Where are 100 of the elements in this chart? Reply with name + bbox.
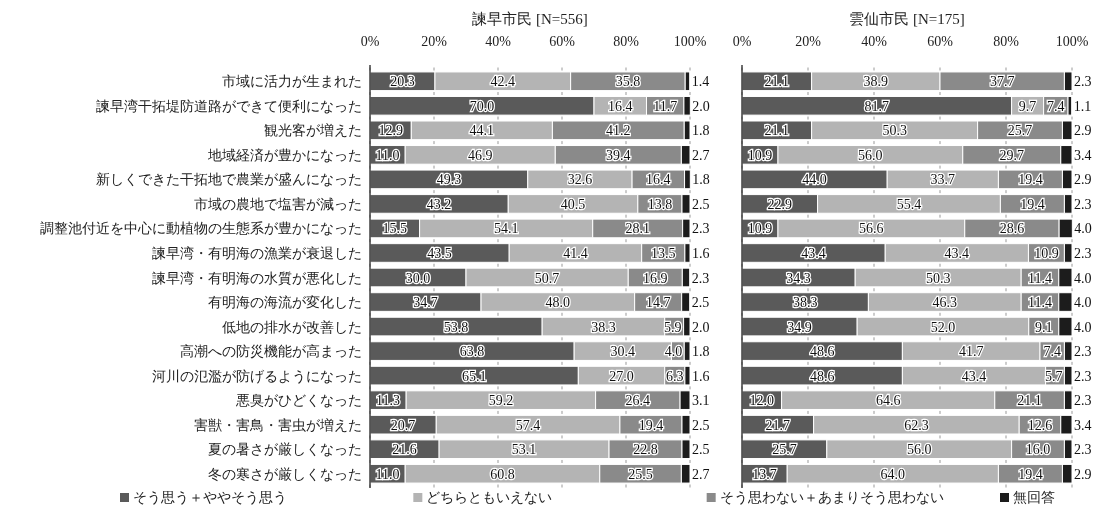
data-label: 19.4 <box>1020 196 1045 212</box>
data-label: 54.1 <box>493 221 519 237</box>
data-label: 33.7 <box>930 172 956 188</box>
data-label: 60.8 <box>490 466 515 482</box>
data-label: 7.4 <box>1043 344 1061 360</box>
data-label: 41.4 <box>563 245 588 261</box>
data-label: 19.4 <box>638 417 664 433</box>
data-label: 28.6 <box>999 221 1025 237</box>
data-label: 64.6 <box>875 393 901 409</box>
data-label: 50.3 <box>925 270 951 286</box>
series-label: どちらともいえない <box>426 490 553 505</box>
data-label: 34.7 <box>413 295 438 311</box>
data-label: 21.6 <box>392 442 417 458</box>
legend-label: そう思う＋ややそう思う <box>133 490 287 505</box>
data-label: 11.4 <box>1028 270 1052 286</box>
data-label: 19.4 <box>1018 172 1043 188</box>
data-label: 16.0 <box>1025 442 1051 458</box>
data-label: 40.5 <box>560 196 586 212</box>
y-tick-label: 高潮への防災機能が高まった <box>180 344 362 360</box>
data-label: 35.8 <box>615 74 641 90</box>
data-label: 32.6 <box>567 172 593 188</box>
data-label: 56.0 <box>858 147 883 163</box>
data-label: 13.8 <box>647 196 673 212</box>
data-label: 25.7 <box>772 442 797 458</box>
data-label: 10.9 <box>1034 245 1059 261</box>
data-label: 20.3 <box>390 74 415 90</box>
data-label: 25.5 <box>628 466 653 482</box>
data-label: 70.0 <box>469 98 495 114</box>
data-label: 21.1 <box>1017 393 1042 409</box>
data-label: 38.3 <box>591 319 616 335</box>
data-label: 13.5 <box>651 245 676 261</box>
chart-title: 雲仙市民 [N=175] <box>849 11 965 27</box>
data-label: 38.3 <box>792 295 818 311</box>
x-tick-label: 60% <box>927 34 954 49</box>
data-label: 43.4 <box>961 368 987 384</box>
data-label: 53.8 <box>443 319 469 335</box>
data-label: 4.0 <box>1074 319 1092 335</box>
data-label: 26.4 <box>625 393 651 409</box>
data-label: 2.5 <box>691 295 710 311</box>
data-label: 13.7 <box>752 466 777 482</box>
data-label: 20.7 <box>390 417 416 433</box>
x-tick-label: 100% <box>673 34 707 49</box>
x-tick-label: 40% <box>485 34 512 49</box>
x-tick-label: 40% <box>861 34 888 49</box>
data-label: 1.8 <box>692 172 710 188</box>
y-tick-label: 調整池付近を中心に動植物の生態系が豊かになった <box>40 221 362 237</box>
data-label: 2.7 <box>692 466 710 482</box>
data-label: 2.9 <box>1074 123 1092 139</box>
data-label: 1.6 <box>692 245 710 261</box>
data-label: 41.7 <box>958 344 984 360</box>
data-label: 16.4 <box>607 98 633 114</box>
data-label: 15.5 <box>382 221 408 237</box>
data-label: 21.7 <box>765 417 791 433</box>
data-label: 3.4 <box>1074 147 1092 163</box>
data-label: 44.0 <box>802 172 827 188</box>
data-label: 11.7 <box>653 98 678 114</box>
data-label: 2.3 <box>691 270 710 286</box>
data-label: 48.0 <box>545 295 571 311</box>
data-label: 25.7 <box>1007 123 1033 139</box>
data-label: 34.9 <box>787 319 812 335</box>
data-label: 53.1 <box>511 442 537 458</box>
y-tick-label: 諫早湾干拓堤防道路ができて便利になった <box>96 98 362 114</box>
data-label: 48.6 <box>809 368 835 384</box>
data-label: 2.3 <box>1074 245 1092 261</box>
y-tick-label: 市域の農地で塩害が減った <box>194 196 362 212</box>
data-label: 1.4 <box>691 74 710 90</box>
y-tick-label: 地域経済が豊かになった <box>207 147 362 163</box>
data-label: 2.0 <box>692 98 710 114</box>
data-label: 81.7 <box>864 98 890 114</box>
data-label: 11.3 <box>376 393 401 409</box>
data-label: 29.7 <box>999 147 1025 163</box>
data-label: 2.3 <box>1074 74 1092 90</box>
chart-title: 諫早市民 [N=556] <box>472 11 588 27</box>
data-label: 2.9 <box>1074 466 1092 482</box>
data-label: 30.0 <box>405 270 431 286</box>
data-label: 46.3 <box>932 295 958 311</box>
data-label: 4.0 <box>1074 270 1092 286</box>
data-label: 2.9 <box>1074 172 1092 188</box>
data-label: 34.3 <box>786 270 811 286</box>
y-tick-label: 冬の寒さが厳しくなった <box>208 466 362 482</box>
data-label: 6.3 <box>666 368 684 384</box>
data-label: 1.6 <box>692 368 710 384</box>
data-label: 50.7 <box>534 270 560 286</box>
data-label: 10.9 <box>747 147 773 163</box>
data-label: 16.9 <box>643 270 668 286</box>
data-label: 56.6 <box>859 221 884 237</box>
data-label: 41.2 <box>606 123 631 139</box>
data-label: 50.3 <box>882 123 907 139</box>
data-label: 2.3 <box>1074 442 1092 458</box>
data-label: 11.4 <box>1028 295 1052 311</box>
legend-label: そう思わない＋あまりそう思わない <box>719 490 944 505</box>
data-label: 1.8 <box>692 344 710 360</box>
data-label: 2.3 <box>1074 344 1092 360</box>
data-label: 37.7 <box>989 74 1015 90</box>
y-tick-label: 害獣・害鳥・害虫が増えた <box>194 416 362 433</box>
data-label: 57.4 <box>515 417 541 433</box>
data-label: 43.4 <box>944 245 970 261</box>
data-label: 43.4 <box>801 245 826 261</box>
data-label: 1.8 <box>692 123 710 139</box>
data-label: 2.0 <box>692 319 710 335</box>
